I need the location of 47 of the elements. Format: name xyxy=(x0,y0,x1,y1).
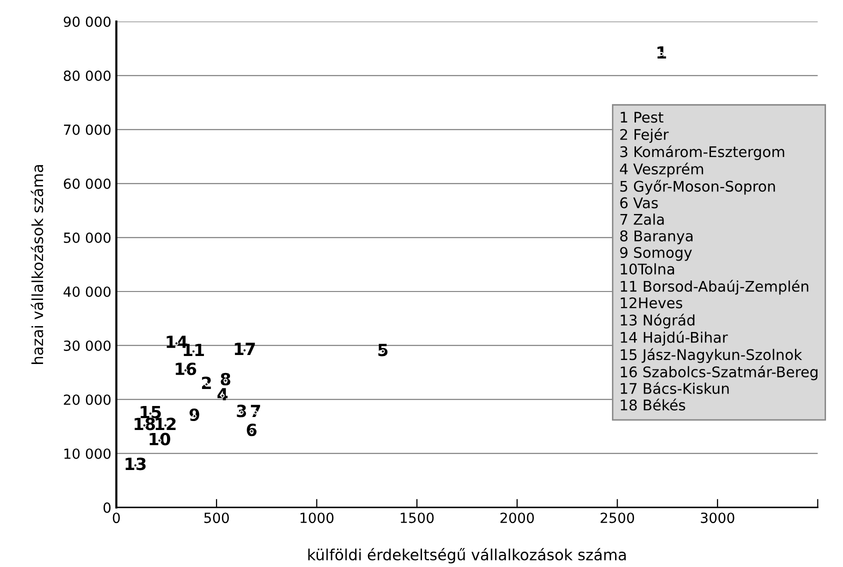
y-tick-label: 70 000 xyxy=(64,124,111,135)
annotation: 10Tolna xyxy=(620,263,674,275)
annotation: 13 Nógrád xyxy=(620,314,694,328)
x-tick-label: 1000 xyxy=(300,512,334,524)
annotation: 4 Veszprém xyxy=(620,162,704,178)
annotation: 17 Bács-Kiskun xyxy=(620,382,729,394)
series-label: 16 xyxy=(176,362,196,376)
series-label: 17 xyxy=(234,342,255,355)
annotation: 7 Zala xyxy=(620,214,664,225)
series-label: 18 xyxy=(134,418,155,430)
x-tick-label: 1500 xyxy=(400,512,434,524)
annotation: 3 Komárom-Esztergom xyxy=(620,145,784,160)
x-axis-title: külföldi érdekeltségű vállalkozások száma xyxy=(308,548,626,564)
series-label: 13 xyxy=(126,458,146,470)
annotation: 9 Somogy xyxy=(620,246,692,261)
x-tick-label: 2500 xyxy=(600,512,634,524)
x-tick-label: 0 xyxy=(112,512,120,524)
series-label: 12 xyxy=(156,418,176,430)
y-axis-title: hazai vállalkozások száma xyxy=(30,165,44,364)
y-tick-label: 20 000 xyxy=(64,394,111,405)
annotation: 14 Hajdú-Bihar xyxy=(620,331,728,346)
x-tick-label: 500 xyxy=(204,512,229,524)
y-tick-label: 80 000 xyxy=(64,70,111,82)
annotation: 8 Baranya xyxy=(620,230,692,244)
annotation: 15 Jász-Nagykun-Szolnok xyxy=(620,348,802,363)
y-tick-label: 50 000 xyxy=(64,232,111,243)
x-tick-label: 3000 xyxy=(700,512,734,524)
series-label: 5 xyxy=(378,344,388,356)
annotation: 5 Győr-Moson-Sopron xyxy=(620,180,775,195)
series-label: 10 xyxy=(150,432,170,446)
y-tick-label: 90 000 xyxy=(64,16,111,28)
annotation: 11 Borsod-Abaúj-Zemplén xyxy=(620,280,808,295)
series-label: 6 xyxy=(246,424,256,436)
y-tick-label: 40 000 xyxy=(64,286,111,297)
series-label: 8 xyxy=(220,372,230,386)
y-tick-label: 0 xyxy=(104,502,111,513)
x-tick-label: 2000 xyxy=(500,512,534,524)
annotation: 1 Pest xyxy=(620,112,664,123)
annotation: 2 Fejér xyxy=(620,128,669,143)
series-label: 15 xyxy=(140,406,161,418)
annotation: 6 Vas xyxy=(620,197,658,208)
annotation: 12Heves xyxy=(620,297,682,308)
y-tick-label: 30 000 xyxy=(64,340,111,351)
annotation: 16 Szabolcs-Szatmár-Bereg xyxy=(620,366,818,380)
y-tick-label: 60 000 xyxy=(64,178,111,189)
annotation: 18 Békés xyxy=(620,398,686,411)
y-tick-label: 10 000 xyxy=(64,448,111,459)
